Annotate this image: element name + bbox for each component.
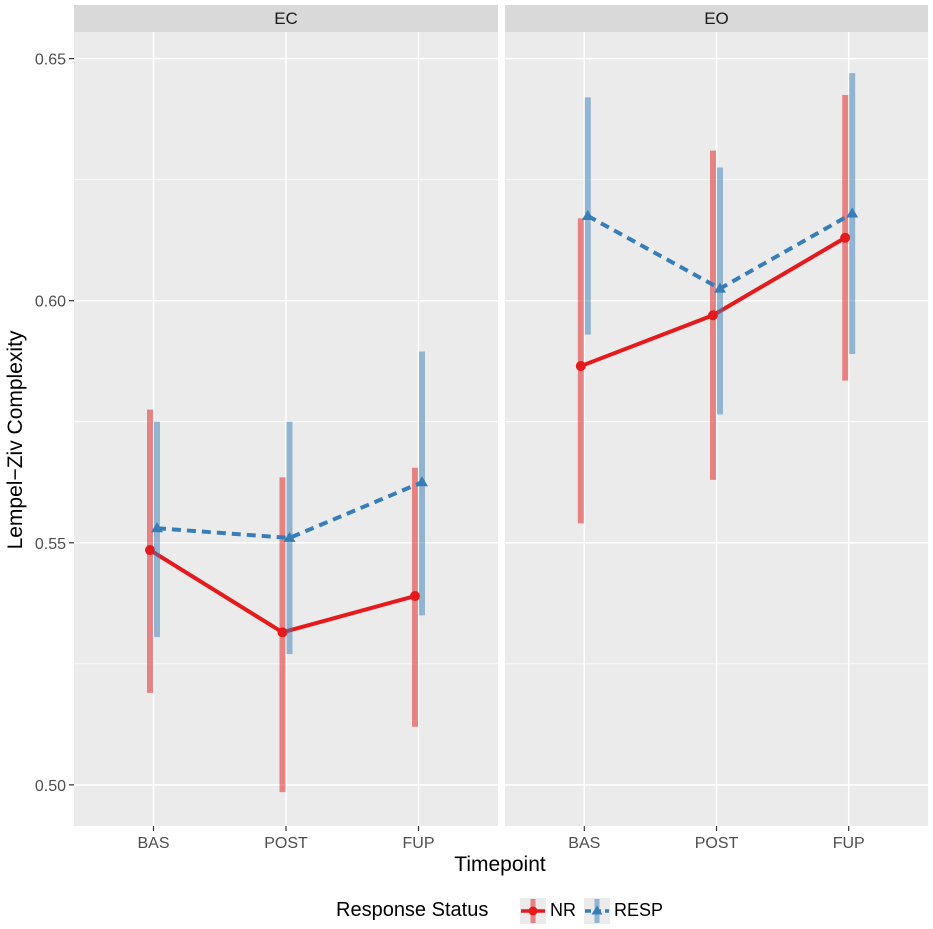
point-nr-ec [277, 627, 288, 638]
x-tick-label-eo-bas: BAS [568, 835, 600, 852]
legend: Response Status NR RESP [336, 898, 663, 924]
point-nr-eo [840, 232, 851, 243]
point-nr-ec [145, 545, 155, 556]
x-tick-label-eo-fup: FUP [833, 835, 865, 852]
x-axis-title: Timepoint [454, 853, 546, 876]
point-resp-eo [581, 209, 594, 220]
strip-eo [505, 5, 928, 32]
point-resp-ec [283, 531, 296, 542]
legend-label-nr: NR [550, 900, 576, 920]
x-tick-label-eo-post: POST [695, 835, 739, 852]
legend-label-resp: RESP [614, 900, 663, 920]
legend-nr-marker [528, 906, 538, 916]
y-tick-label: 0.50 [35, 778, 66, 795]
legend-title: Response Status [336, 899, 488, 921]
strip-ec [74, 5, 498, 32]
point-nr-eo [575, 361, 586, 372]
facet-panels: EC BAS POST FUP EO BAS POST FUP [74, 5, 928, 852]
x-tick-label-ec-post: POST [264, 835, 308, 852]
point-resp-ec [151, 522, 163, 533]
x-tick-label-ec-fup: FUP [403, 835, 435, 852]
point-resp-ec [416, 476, 428, 487]
point-resp-eo [714, 282, 726, 293]
legend-resp-marker [591, 905, 603, 915]
legend-key-nr [520, 898, 546, 924]
y-axis: 0.50 0.55 0.60 0.65 [35, 52, 74, 795]
strip-label-eo: EO [704, 9, 729, 28]
x-tick-label-ec-bas: BAS [137, 835, 169, 852]
panel-eo: EO BAS POST FUP [505, 5, 928, 852]
point-nr-ec [410, 591, 420, 602]
y-axis-title: Lempel−Ziv Complexity [4, 330, 27, 549]
point-resp-eo [846, 207, 859, 218]
y-tick-label: 0.60 [35, 294, 66, 311]
legend-key-resp [584, 898, 610, 924]
series-line-resp-ec [156, 480, 423, 540]
y-tick-label: 0.55 [35, 536, 66, 553]
strip-label-ec: EC [274, 9, 298, 28]
y-tick-label: 0.65 [35, 52, 66, 69]
point-nr-eo [708, 310, 718, 321]
panel-ec: EC BAS POST FUP [74, 5, 498, 852]
